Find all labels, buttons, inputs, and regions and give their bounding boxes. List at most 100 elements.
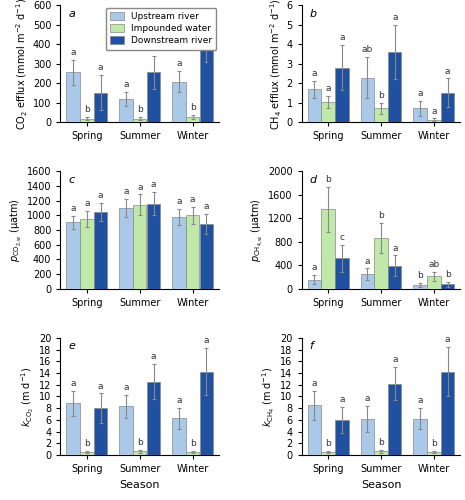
Text: b: b [84, 105, 90, 114]
Text: a: a [176, 197, 182, 206]
Text: ab: ab [428, 260, 439, 269]
Bar [360, 274, 374, 288]
Y-axis label: $k_{\mathrm{CO_2}}$ (m d$^{-1}$): $k_{\mathrm{CO_2}}$ (m d$^{-1}$) [20, 366, 36, 426]
Text: a: a [151, 180, 156, 190]
Bar [374, 238, 388, 288]
Text: a: a [445, 66, 451, 76]
Text: d: d [310, 175, 317, 185]
Text: b: b [137, 438, 143, 448]
Text: b: b [445, 270, 451, 278]
Bar [120, 208, 133, 288]
Y-axis label: $k_{\mathrm{CH_4}}$ (m d$^{-1}$): $k_{\mathrm{CH_4}}$ (m d$^{-1}$) [260, 366, 278, 426]
Text: a: a [204, 6, 209, 16]
Bar [200, 372, 213, 455]
Text: a: a [190, 195, 195, 204]
Text: a: a [98, 382, 103, 390]
Text: a: a [418, 396, 423, 405]
Bar [308, 405, 321, 455]
Bar [172, 418, 186, 455]
Text: b: b [378, 438, 384, 448]
Text: a: a [151, 44, 156, 53]
Text: a: a [365, 394, 370, 403]
Text: a: a [431, 106, 437, 116]
Text: a: a [418, 89, 423, 98]
Bar [94, 212, 107, 288]
Bar [388, 52, 401, 122]
Text: b: b [431, 439, 437, 448]
Bar [427, 452, 440, 455]
Text: b: b [325, 176, 331, 184]
Text: b: b [137, 106, 143, 114]
Text: a: a [339, 395, 345, 404]
Bar [80, 118, 93, 122]
Bar [147, 204, 160, 288]
Text: a: a [204, 202, 209, 211]
Text: a: a [70, 204, 76, 213]
Legend: Upstream river, Impounded water, Downstream river: Upstream river, Impounded water, Downstr… [106, 8, 216, 50]
Bar [413, 418, 427, 455]
Bar [427, 120, 440, 122]
Text: a: a [445, 336, 451, 344]
Text: a: a [84, 200, 90, 208]
Bar [133, 118, 146, 122]
Bar [200, 224, 213, 288]
Text: c: c [68, 175, 74, 185]
Text: a: a [312, 69, 317, 78]
Text: b: b [325, 439, 331, 448]
Bar [120, 406, 133, 455]
Y-axis label: $p_{\mathrm{CH_{4,w}}}$ (μatm): $p_{\mathrm{CH_{4,w}}}$ (μatm) [250, 198, 265, 262]
Bar [120, 99, 133, 122]
Text: b: b [84, 439, 90, 448]
Y-axis label: $p_{\mathrm{CO_{2,w}}}$ (μatm): $p_{\mathrm{CO_{2,w}}}$ (μatm) [9, 198, 24, 262]
Bar [321, 452, 335, 455]
Bar [335, 258, 349, 288]
Text: a: a [98, 191, 103, 200]
Text: b: b [190, 439, 196, 448]
Bar [133, 452, 146, 455]
Text: ab: ab [362, 45, 373, 54]
Text: b: b [190, 104, 196, 112]
Bar [413, 285, 427, 288]
Text: a: a [339, 33, 345, 42]
Bar [321, 102, 335, 122]
Text: b: b [378, 210, 384, 220]
Text: a: a [176, 396, 182, 404]
Bar [441, 372, 454, 455]
Text: a: a [392, 244, 398, 252]
Text: b: b [310, 8, 317, 18]
Bar [200, 40, 213, 122]
Text: f: f [310, 342, 313, 351]
Text: a: a [123, 80, 129, 89]
Bar [80, 219, 93, 288]
Text: a: a [98, 63, 103, 72]
Text: a: a [176, 59, 182, 68]
Bar [94, 408, 107, 455]
Text: b: b [417, 271, 423, 280]
Bar [186, 452, 199, 455]
Bar [388, 384, 401, 455]
Text: a: a [326, 84, 331, 93]
Bar [441, 284, 454, 288]
Y-axis label: CH$_4$ efflux (mmol m$^{-2}$ d$^{-1}$): CH$_4$ efflux (mmol m$^{-2}$ d$^{-1}$) [268, 0, 284, 130]
Text: a: a [68, 8, 75, 18]
Text: a: a [123, 382, 129, 392]
Bar [321, 210, 335, 288]
Bar [413, 108, 427, 122]
X-axis label: Season: Season [120, 480, 160, 490]
Bar [360, 78, 374, 122]
Bar [308, 280, 321, 288]
Bar [186, 216, 199, 288]
Bar [374, 452, 388, 455]
Y-axis label: CO$_2$ efflux (mmol m$^{-2}$ d$^{-1}$): CO$_2$ efflux (mmol m$^{-2}$ d$^{-1}$) [15, 0, 30, 130]
Text: a: a [365, 256, 370, 266]
Bar [172, 82, 186, 122]
Bar [172, 217, 186, 288]
Bar [186, 118, 199, 122]
Text: e: e [68, 342, 75, 351]
Bar [66, 404, 80, 455]
Bar [308, 90, 321, 122]
Bar [427, 276, 440, 288]
Bar [80, 452, 93, 455]
Text: b: b [378, 90, 384, 100]
Text: a: a [312, 263, 317, 272]
